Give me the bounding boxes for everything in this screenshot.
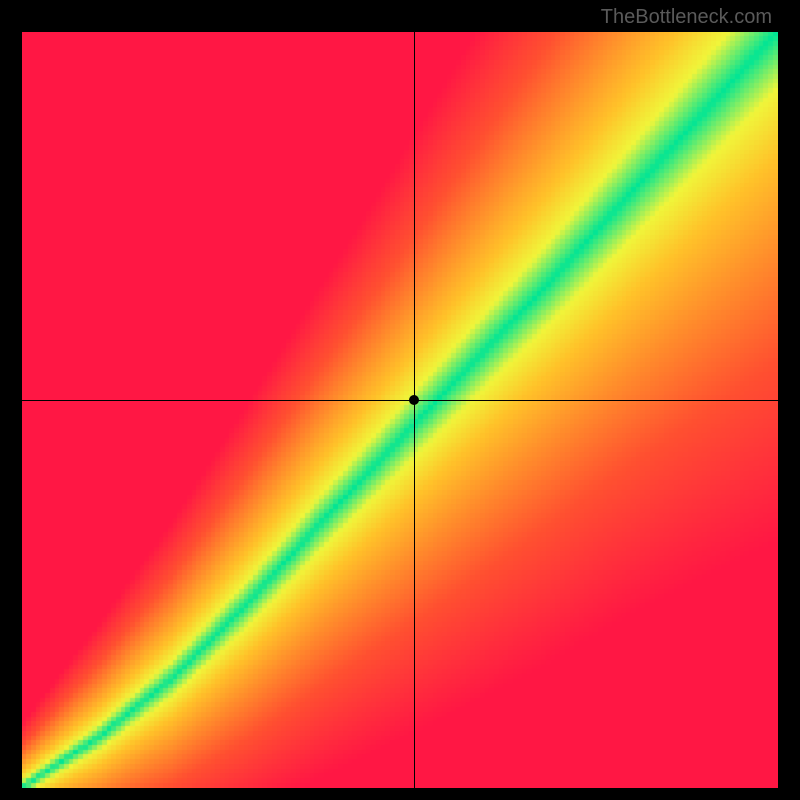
crosshair-vertical: [414, 32, 415, 788]
crosshair-horizontal: [22, 400, 778, 401]
bottleneck-heatmap: [22, 32, 778, 788]
heatmap-canvas: [22, 32, 778, 788]
watermark-text: TheBottleneck.com: [601, 6, 772, 29]
selected-point-marker[interactable]: [409, 395, 419, 405]
